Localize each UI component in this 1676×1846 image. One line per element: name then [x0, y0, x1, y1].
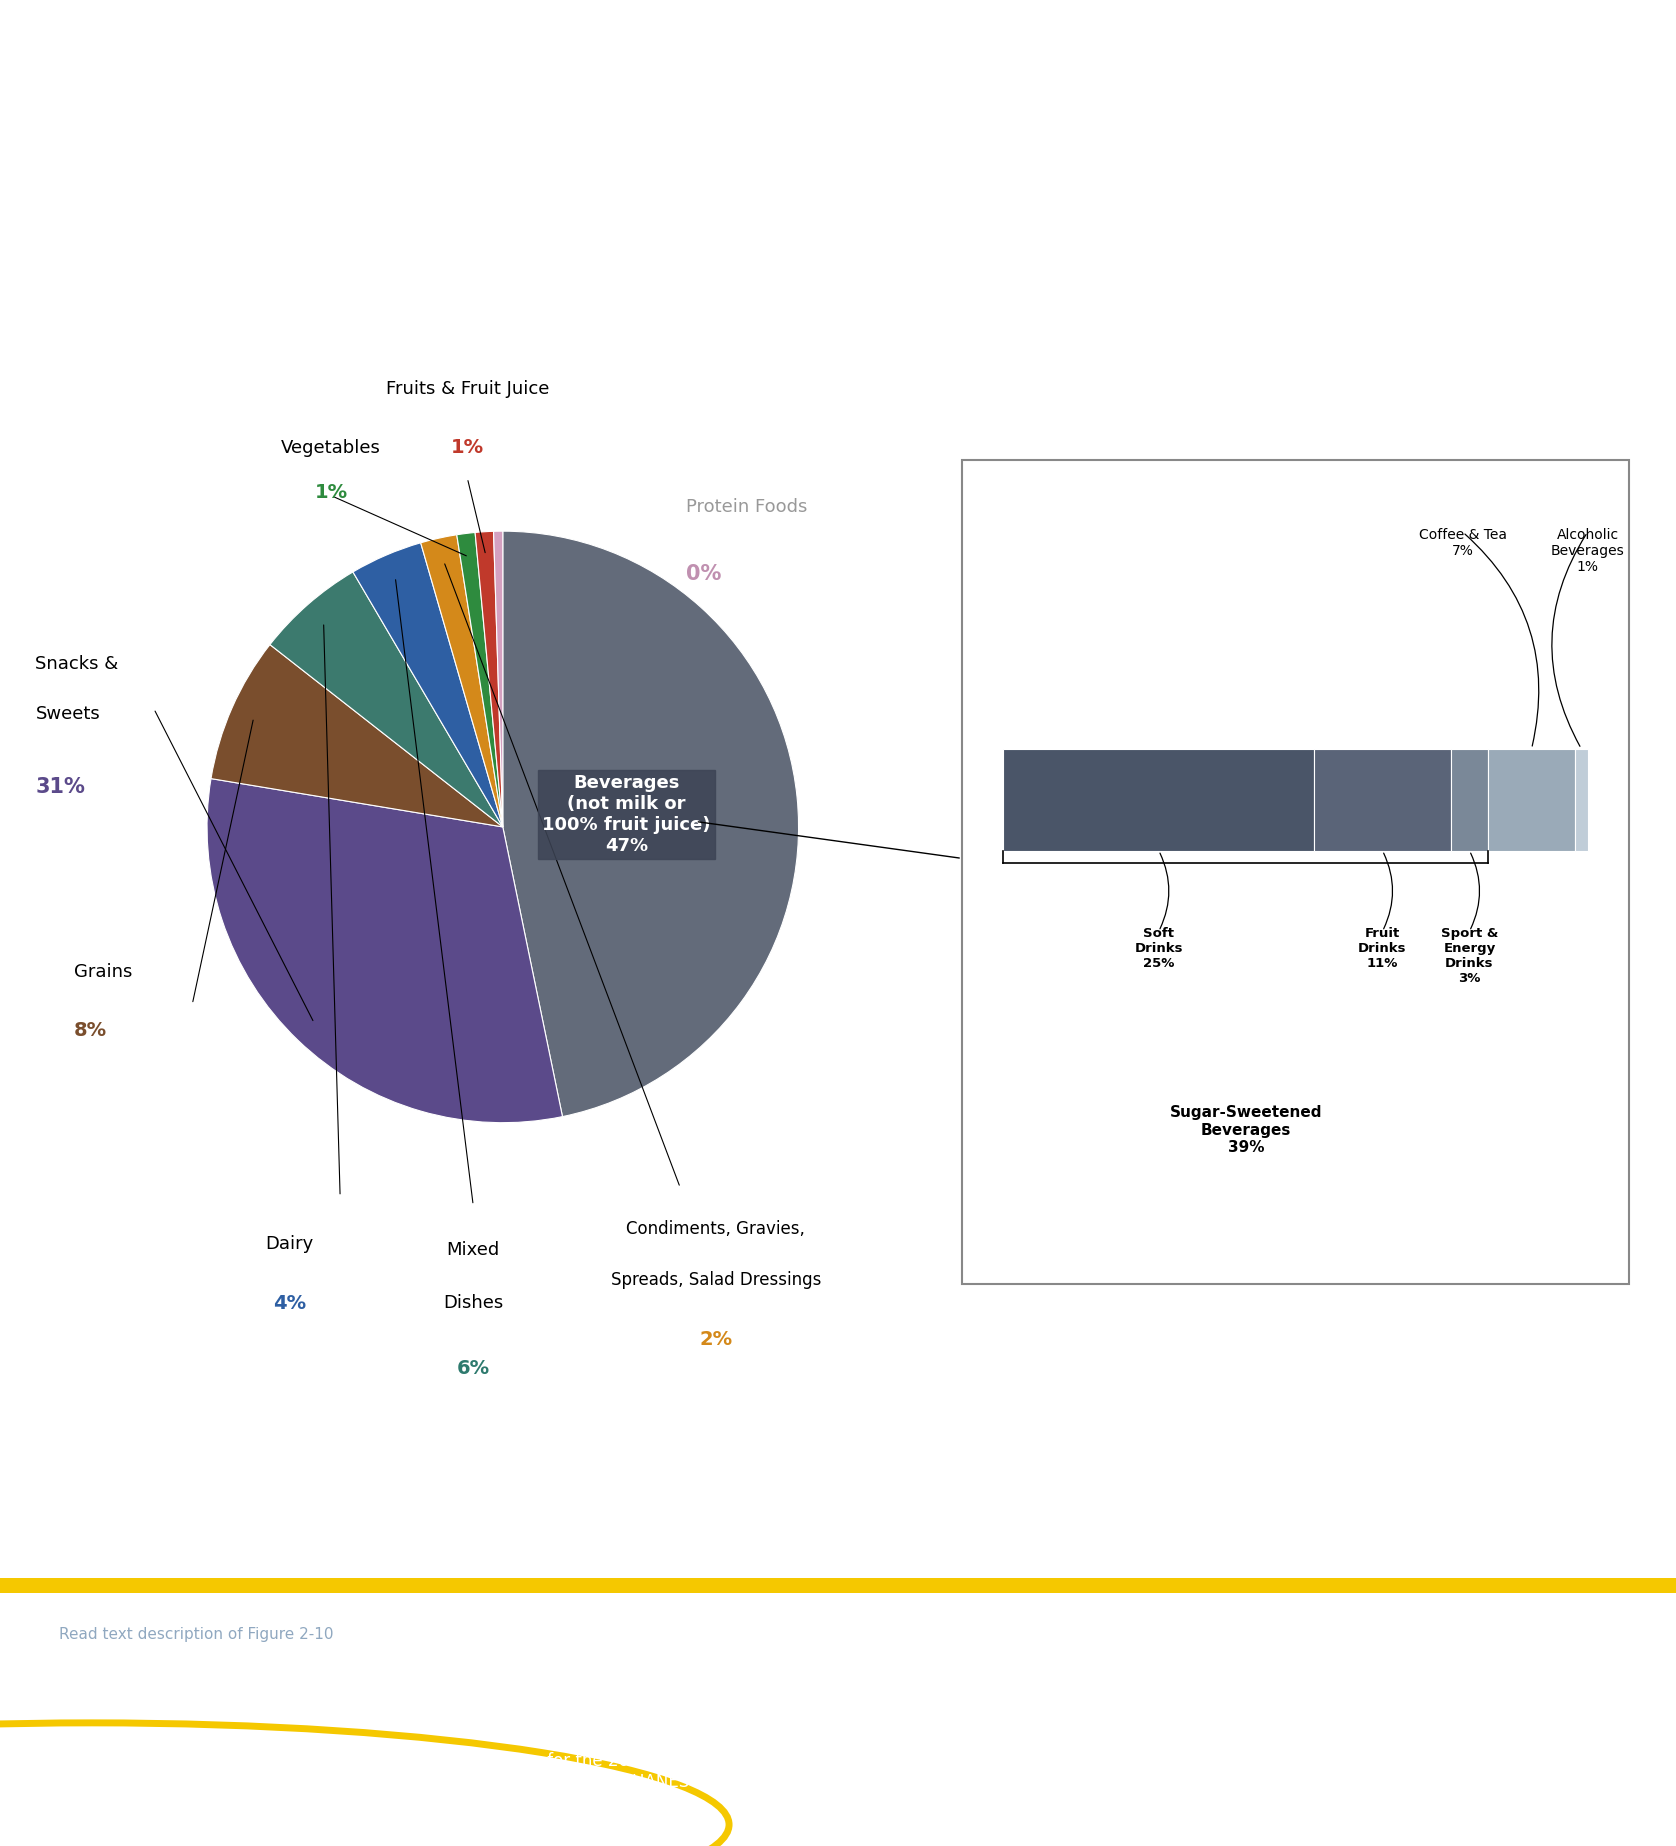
- Text: Grains: Grains: [74, 964, 132, 980]
- Text: 31%: 31%: [35, 777, 85, 797]
- Text: What We Eat in America (WWEIA) Food Category analyses for the 2015 Dietary Guide: What We Eat in America (WWEIA) Food Cate…: [59, 1752, 887, 1791]
- Text: 1%: 1%: [451, 438, 484, 458]
- Bar: [1314, 749, 1451, 851]
- Text: Vegetables: Vegetables: [282, 439, 380, 458]
- Text: 8%: 8%: [74, 1021, 107, 1039]
- Wedge shape: [354, 543, 503, 827]
- Wedge shape: [270, 572, 503, 827]
- Wedge shape: [503, 532, 798, 1117]
- Wedge shape: [208, 779, 563, 1122]
- Text: Fruits & Fruit Juice: Fruits & Fruit Juice: [385, 380, 550, 399]
- Text: 0%: 0%: [685, 565, 722, 585]
- Text: Sweets: Sweets: [35, 705, 101, 724]
- Text: 1%: 1%: [315, 482, 349, 502]
- Text: Beverages
(not milk or
100% fruit juice)
47%: Beverages (not milk or 100% fruit juice)…: [541, 773, 711, 855]
- Wedge shape: [458, 532, 503, 827]
- Text: Mixed: Mixed: [446, 1241, 499, 1259]
- Text: 6%: 6%: [456, 1359, 489, 1379]
- Text: Sport &
Energy
Drinks
3%: Sport & Energy Drinks 3%: [1441, 927, 1498, 986]
- Text: Snacks &: Snacks &: [35, 655, 119, 674]
- Text: Fruit
Drinks
11%: Fruit Drinks 11%: [1358, 927, 1406, 969]
- Wedge shape: [493, 532, 503, 827]
- Text: Spreads, Salad Dressings: Spreads, Salad Dressings: [610, 1270, 821, 1289]
- Text: Sugar-Sweetened
Beverages
39%: Sugar-Sweetened Beverages 39%: [1170, 1106, 1322, 1156]
- Text: Coffee & Tea
7%: Coffee & Tea 7%: [1420, 528, 1507, 557]
- Text: Alcoholic
Beverages
1%: Alcoholic Beverages 1%: [1550, 528, 1624, 574]
- Text: Dairy: Dairy: [266, 1235, 313, 1253]
- Bar: [1575, 749, 1587, 851]
- Text: DATA SOURCE:: DATA SOURCE:: [59, 1698, 206, 1717]
- Wedge shape: [211, 644, 503, 827]
- Text: Protein Foods: Protein Foods: [685, 498, 808, 517]
- Text: 2%: 2%: [699, 1329, 732, 1349]
- Bar: [0, 1578, 1676, 1593]
- Bar: [1488, 749, 1575, 851]
- Bar: [1451, 749, 1488, 851]
- Text: Soft
Drinks
25%: Soft Drinks 25%: [1135, 927, 1183, 969]
- Bar: [1004, 749, 1314, 851]
- Text: Dishes: Dishes: [442, 1294, 503, 1313]
- Text: Read text description of Figure 2-10: Read text description of Figure 2-10: [59, 1626, 334, 1641]
- Text: Condiments, Gravies,: Condiments, Gravies,: [627, 1220, 804, 1239]
- Text: 4%: 4%: [273, 1294, 307, 1313]
- Wedge shape: [421, 535, 503, 827]
- Wedge shape: [474, 532, 503, 827]
